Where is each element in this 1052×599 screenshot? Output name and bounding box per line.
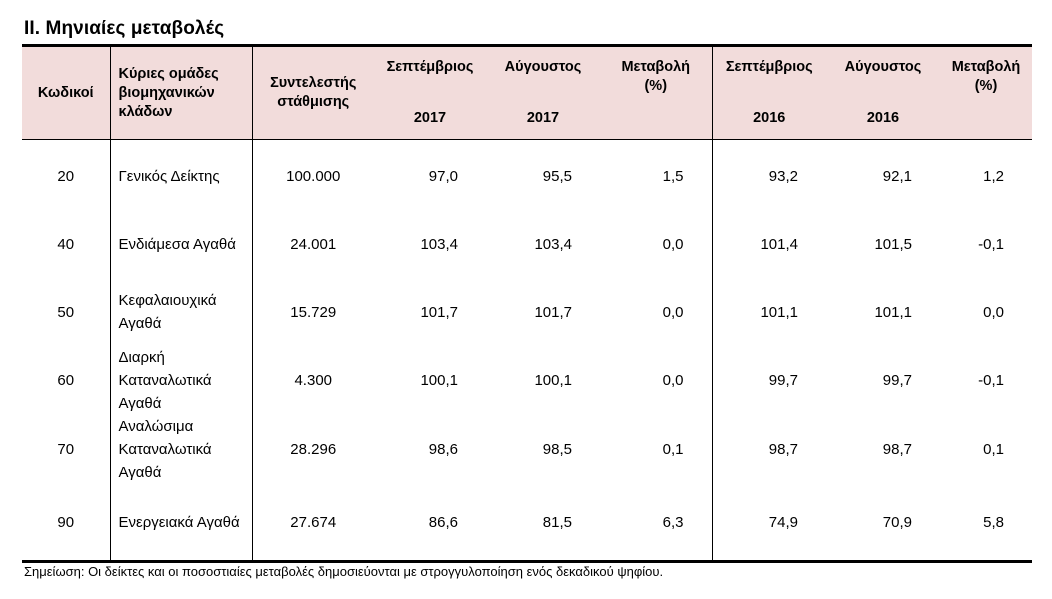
row-sep-2017: 98,6 [428,441,458,458]
row-aug-2017: 103,4 [534,235,572,253]
row-sep-2016: 101,1 [760,303,798,321]
row-sep-2016: 98,7 [768,441,798,458]
table-header-row: Κωδικοί Κύριες ομάδες βιομηχανικών κλάδω… [22,44,1032,140]
header-weight: Συντελεστής στάθμισης [252,44,374,140]
header-change-2017: Μεταβολή (%) [600,44,713,140]
section-title: II. Μηνιαίες μεταβολές [24,18,225,39]
row-sep-2017: 100,1 [420,372,458,389]
row-code: 90 [22,484,111,563]
row-code: 50 [22,278,111,346]
row-name: Γενικός Δείκτης [110,139,253,210]
header-sep-2017-label: Σεπτέμβριος [386,59,474,75]
header-code: Κωδικοί [22,44,111,140]
row-aug-2017: 81,5 [486,484,600,563]
row-change-2016: 5,8 [940,484,1032,563]
row-sep-2016: 99,7 [768,372,798,389]
row-aug-2016: 92,1 [882,167,912,185]
row-name: Ενεργειακά Αγαθά [110,484,253,563]
header-aug-2017: Αύγουστος 2017 [486,44,600,140]
header-change-2016: Μεταβολή (%) [940,44,1032,140]
row-aug-2016: 98,7 [882,441,912,458]
row-code: 60 [22,346,111,415]
row-sep-2016: 74,9 [712,484,826,563]
header-aug-2016-year: 2016 [866,110,900,126]
table-row: 60 Διαρκή Καταναλωτικά Αγαθά 4.300 100,1… [22,346,1032,415]
table-row: 20 Γενικός Δείκτης 100.000 97,0 95,5 1,5… [22,139,1032,210]
row-change-2016: 1,2 [983,167,1004,185]
row-sep-2017: 97,0 [428,167,458,185]
monthly-changes-table: Κωδικοί Κύριες ομάδες βιομηχανικών κλάδω… [22,44,1032,563]
row-aug-2017: 98,5 [542,441,572,458]
row-aug-2016: 101,1 [874,303,912,321]
row-aug-2016: 101,5 [874,235,912,253]
header-change-2017-pct: (%) [644,78,668,94]
table-row: 50 Κεφαλαιουχικά Αγαθά 15.729 101,7 101,… [22,278,1032,346]
header-aug-2016-label: Αύγουστος [844,59,922,75]
header-group: Κύριες ομάδες βιομηχανικών κλάδων [110,44,253,140]
row-name: Κεφαλαιουχικά Αγαθά [110,278,253,346]
row-weight: 15.729 [290,303,337,321]
table-row: 40 Ενδιάμεσα Αγαθά 24.001 103,4 103,4 0,… [22,210,1032,278]
row-change-2017: 0,0 [600,210,713,278]
table-row: 90 Ενεργειακά Αγαθά 27.674 86,6 81,5 6,3… [22,484,1032,563]
header-aug-2016: Αύγουστος 2016 [826,44,940,140]
row-change-2016: -0,1 [978,235,1004,253]
row-aug-2017: 101,7 [534,303,572,321]
row-code: 40 [22,210,111,278]
row-change-2016: 0,1 [983,441,1004,458]
row-change-2017: 0,0 [600,346,713,415]
header-sep-2017: Σεπτέμβριος 2017 [374,44,486,140]
row-change-2017: 1,5 [600,139,713,210]
row-sep-2017: 103,4 [420,235,458,253]
row-aug-2016: 70,9 [826,484,940,563]
row-name: Αναλώσιμα Καταναλωτικά Αγαθά [110,415,253,484]
row-name: Ενδιάμεσα Αγαθά [110,210,253,278]
row-weight: 4.300 [294,372,333,389]
header-sep-2017-year: 2017 [413,110,447,126]
row-change-2016: 0,0 [983,303,1004,321]
header-change-2016-label: Μεταβολή [951,59,1021,75]
header-sep-2016-year: 2016 [753,110,786,126]
header-change-2017-label: Μεταβολή [621,59,691,75]
row-weight: 24.001 [290,235,337,253]
row-sep-2017: 86,6 [374,484,486,563]
table-row: 70 Αναλώσιμα Καταναλωτικά Αγαθά 28.296 9… [22,415,1032,484]
header-aug-2017-year: 2017 [526,110,560,126]
row-sep-2016: 93,2 [768,167,798,185]
row-aug-2017: 95,5 [542,167,572,185]
row-code: 20 [22,139,111,210]
row-name: Διαρκή Καταναλωτικά Αγαθά [110,346,253,415]
row-sep-2016: 101,4 [760,235,798,253]
row-aug-2017: 100,1 [534,372,572,389]
row-change-2017: 0,1 [600,415,713,484]
row-weight: 100.000 [286,167,341,185]
row-code: 70 [22,415,111,484]
row-weight: 28.296 [290,441,337,458]
row-change-2017: 6,3 [600,484,713,563]
row-weight: 27.674 [252,484,374,563]
row-change-2016: -0,1 [978,372,1004,389]
header-change-2016-pct: (%) [974,78,998,94]
row-change-2017: 0,0 [600,278,713,346]
footnote: Σημείωση: Οι δείκτες και οι ποσοστιαίες … [24,564,664,579]
header-sep-2016: Σεπτέμβριος 2016 [712,44,826,140]
row-aug-2016: 99,7 [882,372,912,389]
header-aug-2017-label: Αύγουστος [504,59,582,75]
row-sep-2017: 101,7 [420,303,458,321]
header-sep-2016-label: Σεπτέμβριος [725,59,813,75]
